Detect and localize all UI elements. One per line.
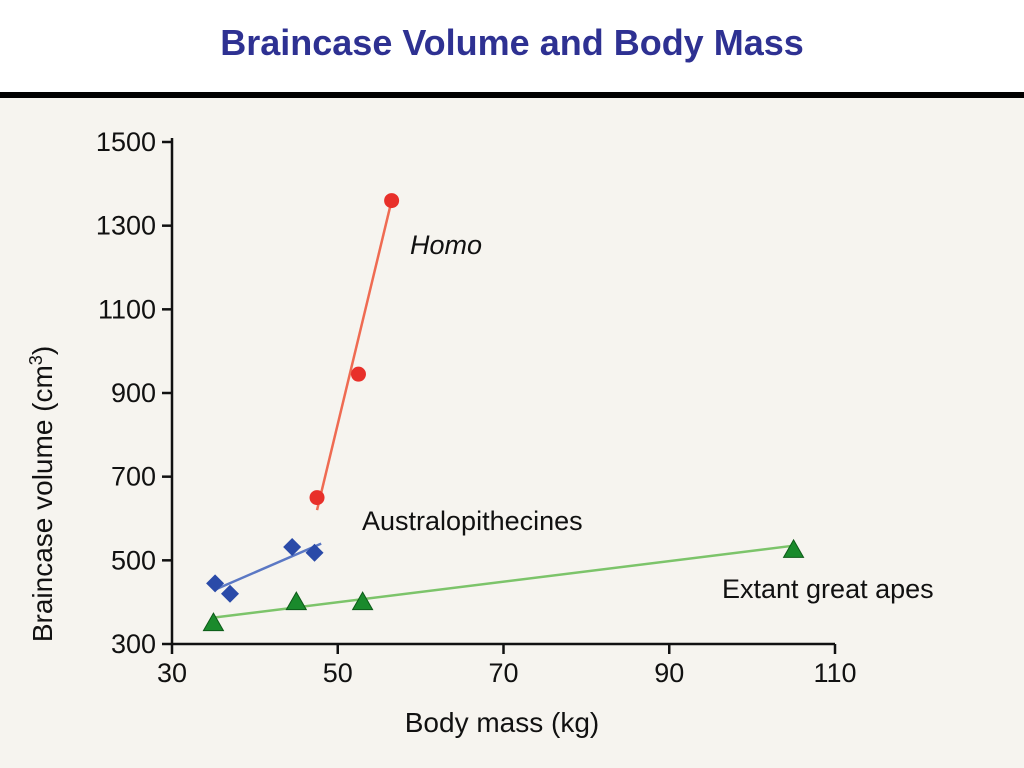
data-points <box>202 193 805 632</box>
australopithecines-fit-line <box>214 542 322 591</box>
extant-great-apes-point <box>351 591 374 611</box>
y-axis-label-superscript: 3 <box>26 355 46 365</box>
fit-lines <box>213 200 794 619</box>
homo-point <box>309 490 325 506</box>
x-tick-label: 70 <box>488 658 518 688</box>
extant-great-apes-point <box>782 538 805 558</box>
y-tick-label: 1100 <box>98 294 156 324</box>
extant-great-apes-point <box>285 591 308 611</box>
extant-great-apes-series-label: Extant great apes <box>722 574 934 604</box>
homo-fit-line <box>315 200 393 511</box>
slide-title: Braincase Volume and Body Mass <box>220 22 804 63</box>
scatter-chart: 300 500 700 900 1100 1300 1500 30 50 70 90 110 Homo… <box>26 127 934 738</box>
y-tick-label: 1300 <box>96 211 156 241</box>
figure-panel: 300 500 700 900 1100 1300 1500 30 50 70 90 110 Homo… <box>0 98 1024 768</box>
axes: 300 500 700 900 1100 1300 1500 30 50 70 90 110 <box>96 127 857 688</box>
y-tick-label: 300 <box>111 629 156 659</box>
homo-point <box>350 366 366 382</box>
y-axis-label: Braincase volume (cm3) <box>26 346 58 642</box>
title-divider <box>0 92 1024 98</box>
australopithecines-series-label: Australopithecines <box>362 506 583 536</box>
y-tick-label: 500 <box>111 545 156 575</box>
extant-great-apes-fit-line <box>213 544 794 619</box>
x-tick-label: 90 <box>654 658 684 688</box>
x-tick-label: 50 <box>323 658 353 688</box>
y-axis-label-suffix: ) <box>27 346 58 355</box>
australopithecines-point <box>221 584 240 603</box>
y-tick-label: 900 <box>111 378 156 408</box>
y-axis-label-text: Braincase volume (cm <box>27 365 58 642</box>
x-tick-label: 30 <box>157 658 187 688</box>
australopithecines-point <box>305 543 324 562</box>
australopithecines-point <box>206 574 225 593</box>
australopithecines-point <box>283 537 302 556</box>
homo-point <box>384 193 400 209</box>
x-tick-label: 110 <box>813 658 856 688</box>
extant-great-apes-point <box>202 612 225 632</box>
series-labels: Homo Australopithecines Extant great apes <box>362 230 934 604</box>
homo-series-label: Homo <box>410 230 482 260</box>
x-axis-label: Body mass (kg) <box>405 707 600 738</box>
y-tick-label: 1500 <box>96 127 156 157</box>
y-tick-label: 700 <box>111 462 156 492</box>
